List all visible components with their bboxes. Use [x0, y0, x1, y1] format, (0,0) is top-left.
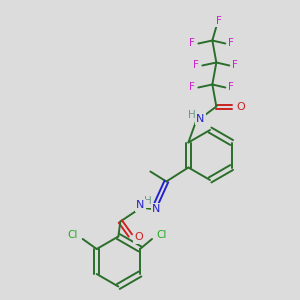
- Text: F: F: [228, 38, 234, 47]
- Text: F: F: [194, 59, 199, 70]
- Text: O: O: [134, 232, 143, 242]
- Text: N: N: [196, 113, 205, 124]
- Text: H: H: [188, 110, 196, 119]
- Text: H: H: [145, 196, 152, 206]
- Text: Cl: Cl: [157, 230, 167, 240]
- Text: O: O: [236, 101, 245, 112]
- Text: N: N: [136, 200, 145, 211]
- Text: F: F: [189, 38, 195, 47]
- Text: F: F: [216, 16, 222, 26]
- Text: N: N: [152, 205, 160, 214]
- Text: F: F: [232, 59, 238, 70]
- Text: Cl: Cl: [68, 230, 78, 240]
- Text: F: F: [228, 82, 234, 92]
- Text: F: F: [189, 82, 195, 92]
